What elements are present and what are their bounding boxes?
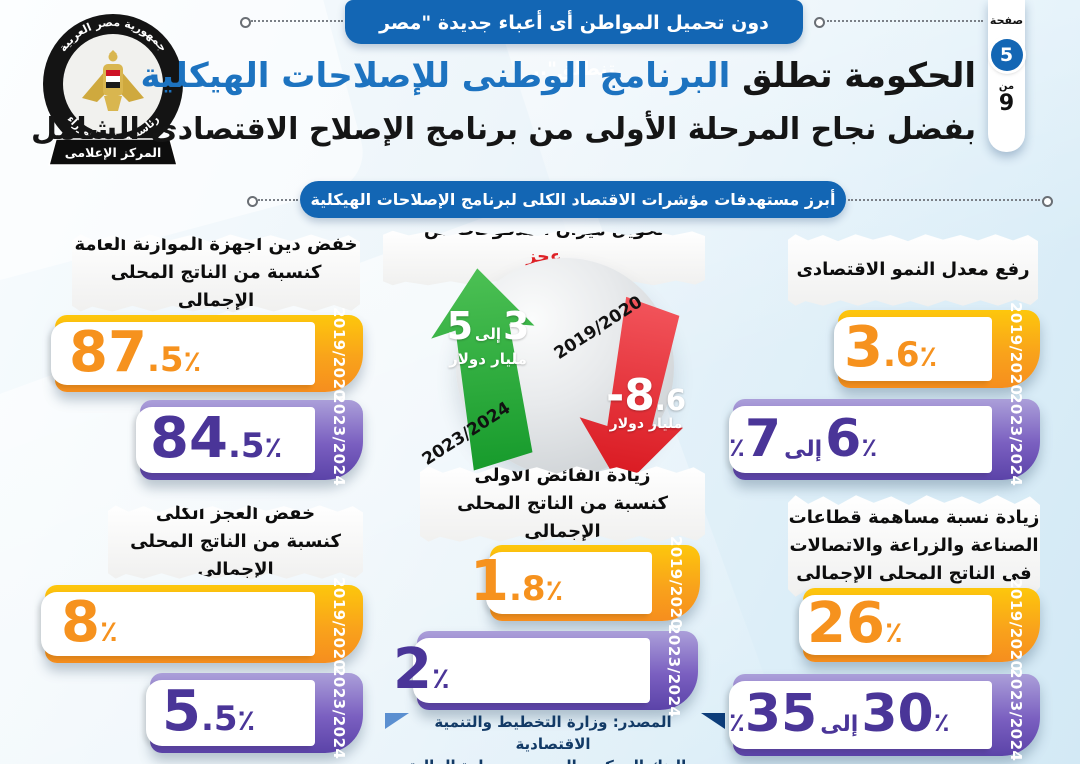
bar-value: 26٪ [807,590,903,656]
bar-year-label: 2023/2024 [1007,668,1025,762]
stat-bar-sectors-2019: 26٪ 2019/2020 [799,578,1040,672]
bar-white-area [41,592,315,656]
main-title-blue: البرنامج الوطنى للإصلاحات الهيكلية [140,56,731,96]
page-total: 9 [998,91,1015,116]
bar-white-area [136,407,315,473]
stat-bar-debt-2023: 84.5٪ 2023/2024 [136,393,363,487]
eagle-icon [82,50,144,111]
bar-year-label: 2019/2020 [1007,578,1025,672]
dotted-leader [827,20,983,22]
page-number-badge: 5 [990,39,1023,71]
stat-bar-growth-2019: 3.6٪ 2019/2020 [834,302,1040,396]
page-indicator: صفحة 5 من 9 [988,0,1025,152]
stat-bar-primary-surplus-2019: 1.8٪ 2019/2020 [470,536,700,630]
card-title-primary-surplus: زيادة الفائض الأولى كنسبة من الناتج المح… [420,466,705,543]
surplus-up-arrow-icon [421,262,550,476]
bar-value: 6٪إلى7٪ [729,408,878,469]
card-title-sectors-contribution: زيادة نسبة مساهمة قطاعات الصناعة والزراع… [788,495,1040,598]
deficit-unit: مليار دولار [609,416,683,432]
bar-value: 1.8٪ [470,548,564,614]
bar-white-area [799,595,992,655]
bar-year-label: 2023/2024 [665,623,683,718]
logo-ribbon-text: المركز الإعلامى [65,145,162,160]
logo-ribbon [48,138,178,166]
bar-value: 5.5٪ [162,678,256,744]
corner-triangle-icon [701,713,725,729]
bar-white-area [729,406,992,473]
stat-bar-sectors-2023: 30٪إلى35٪ 2023/2024 [729,668,1040,762]
stat-bar-deficit-2023: 5.5٪ 2023/2024 [146,666,363,760]
card-title-growth-rate: رفع معدل النمو الاقتصادى [788,234,1038,307]
bar-value: 3.6٪ [844,314,938,380]
dotted-leader [251,20,343,22]
subtitle: بفضل نجاح المرحلة الأولى من برنامج الإصل… [31,112,976,147]
source-note: المصدر: وزارة التخطيط والتنمية الاقتصادي… [385,712,725,764]
logo-emblem: جمهورية مصر العربية رئاسة مجلس الوزراء ا… [43,14,183,166]
bar-white-area [413,638,650,703]
section-header: أبرز مستهدفات مؤشرات الاقتصاد الكلى لبرن… [300,181,846,218]
stat-bar-deficit-2019: 8٪ 2019/2020 [41,577,363,671]
bar-white-area [834,317,992,381]
card-title-budget-debt: خفض دين أجهزة الموازنة العامة كنسبة من ا… [72,234,360,313]
bar-year-label: 2023/2024 [330,393,348,487]
bar-value: 30٪إلى35٪ [729,683,950,744]
card-title-overall-deficit: خفض العجز الكلى كنسبة من الناتج المحلى ا… [108,505,363,580]
bar-white-area [729,681,992,749]
bar-white-area [486,552,652,614]
dotted-leader-cap [240,17,251,28]
government-logo: جمهورية مصر العربية رئاسة مجلس الوزراء ا… [38,12,188,172]
dotted-leader-cap [814,17,825,28]
dotted-leader-cap [247,196,258,207]
stat-bar-growth-2023: 6٪إلى7٪ 2023/2024 [729,392,1040,487]
dotted-leader [258,199,298,201]
stat-bar-debt-2019: 87.5٪ 2019/2020 [51,306,363,401]
main-title: الحكومة تطلق البرنامج الوطنى للإصلاحات ا… [141,56,976,96]
bar-year-label: 2023/2024 [1007,392,1025,487]
corner-triangle-icon [385,713,409,729]
page-word: صفحة [989,14,1024,27]
bar-year-label: 2019/2020 [330,306,348,401]
bar-value: 84.5٪ [150,405,283,471]
slogan-banner: دون تحميل المواطن أى أعباء جديدة "مصر تن… [345,0,803,80]
deficit-value: -8.6 [605,370,687,421]
bar-white-area [146,680,315,746]
surplus-unit: مليار دولار [449,350,527,368]
main-title-black: الحكومة تطلق [742,56,976,96]
bar-value: 87.5٪ [69,319,202,385]
deficit-down-arrow-icon [564,292,708,501]
bar-white-area [51,322,315,385]
source-line2: - البنك المركزى المصرى - وزارة المالية [395,756,711,764]
page-of-word: من [998,81,1015,92]
bar-value: 8٪ [61,589,118,655]
bar-value: 2٪ [393,636,450,702]
dotted-leader-cap [1042,196,1053,207]
source-line1: المصدر: وزارة التخطيط والتنمية الاقتصادي… [434,713,672,753]
dotted-leader [848,199,1040,201]
stat-bar-primary-surplus-2023: 2٪ 2023/2024 [393,623,698,718]
surplus-value: 3إلى5 [446,304,530,348]
bar-year-label: 2019/2020 [330,577,348,671]
bar-year-label: 2019/2020 [1007,302,1025,396]
source-line1-wrap: المصدر: وزارة التخطيط والتنمية الاقتصادي… [385,712,725,756]
bar-year-label: 2019/2020 [667,536,685,630]
bar-year-label: 2023/2024 [330,666,348,760]
